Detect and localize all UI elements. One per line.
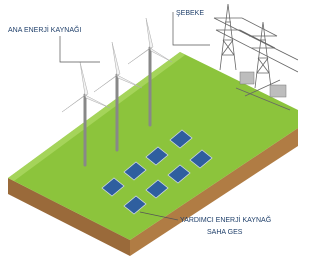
auxiliary-source-label: YARDIMCI ENERJİ KAYNAĞ (180, 215, 271, 224)
solar-field-label: SAHA GES (207, 229, 243, 236)
diagram: ANA ENERJİ KAYNAĞI ŞEBEKE YARDIMCI ENERJ… (0, 0, 298, 268)
leader-line (60, 36, 100, 62)
grid-label: ŞEBEKE (176, 10, 204, 17)
page: ANA ENERJİ KAYNAĞI ŞEBEKE YARDIMCI ENERJ… (0, 0, 320, 268)
main-source-label: ANA ENERJİ KAYNAĞI (8, 25, 81, 34)
